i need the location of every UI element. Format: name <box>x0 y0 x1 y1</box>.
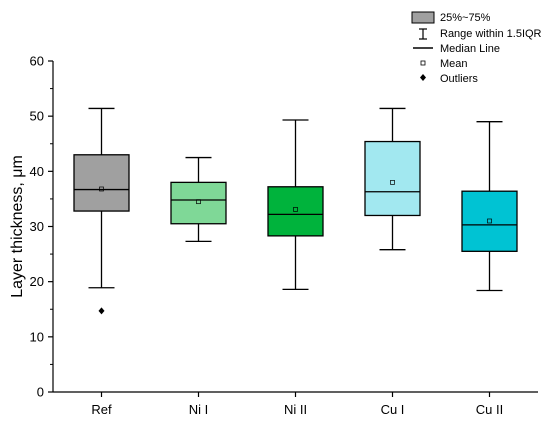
mean-marker <box>390 180 395 185</box>
x-tick-label-3: Cu I <box>381 402 405 417</box>
box-1 <box>170 156 227 243</box>
legend-box-label: 25%~75% <box>440 12 491 24</box>
y-tick-label-30: 30 <box>30 219 44 234</box>
box-2 <box>267 119 324 291</box>
x-axis: Ref Ni I Ni II Cu I Cu II <box>91 392 503 417</box>
iqr-box <box>461 190 518 252</box>
y-tick-label-10: 10 <box>30 329 44 344</box>
legend-median-label: Median Line <box>440 43 500 55</box>
boxes <box>73 107 518 315</box>
legend-mean-icon <box>420 60 426 66</box>
x-tick-label-1: Ni I <box>189 402 209 417</box>
legend-box-swatch <box>411 11 435 24</box>
legend-mean-label: Mean <box>440 58 468 70</box>
mean-marker <box>99 186 104 192</box>
legend-outlier-icon <box>420 74 426 81</box>
iqr-box <box>364 140 421 217</box>
y-tick-label-0: 0 <box>37 385 44 400</box>
legend: 25%~75% Range within 1.5IQR Median Line … <box>411 11 542 85</box>
y-axis-title: Layer thickness, μm <box>9 155 26 298</box>
x-tick-label-2: Ni II <box>284 402 307 417</box>
y-tick-label-20: 20 <box>30 274 44 289</box>
box-0 <box>73 107 130 315</box>
legend-outliers-label: Outliers <box>440 73 478 85</box>
iqr-box <box>73 154 130 212</box>
outlier-point <box>98 307 105 315</box>
y-axis: 0 10 20 30 40 50 60 <box>30 54 53 400</box>
mean-marker <box>487 218 492 224</box>
x-tick-label-0: Ref <box>91 402 112 417</box>
iqr-box <box>170 181 227 225</box>
legend-range-label: Range within 1.5IQR <box>440 28 542 40</box>
box-4 <box>461 121 518 292</box>
x-tick-label-4: Cu II <box>476 402 503 417</box>
y-tick-label-40: 40 <box>30 164 44 179</box>
mean-marker <box>196 199 201 205</box>
box-3 <box>364 107 421 251</box>
legend-range-icon <box>419 28 427 40</box>
mean-marker <box>293 207 298 212</box>
y-tick-label-60: 60 <box>30 54 44 69</box>
y-tick-label-50: 50 <box>30 109 44 124</box>
